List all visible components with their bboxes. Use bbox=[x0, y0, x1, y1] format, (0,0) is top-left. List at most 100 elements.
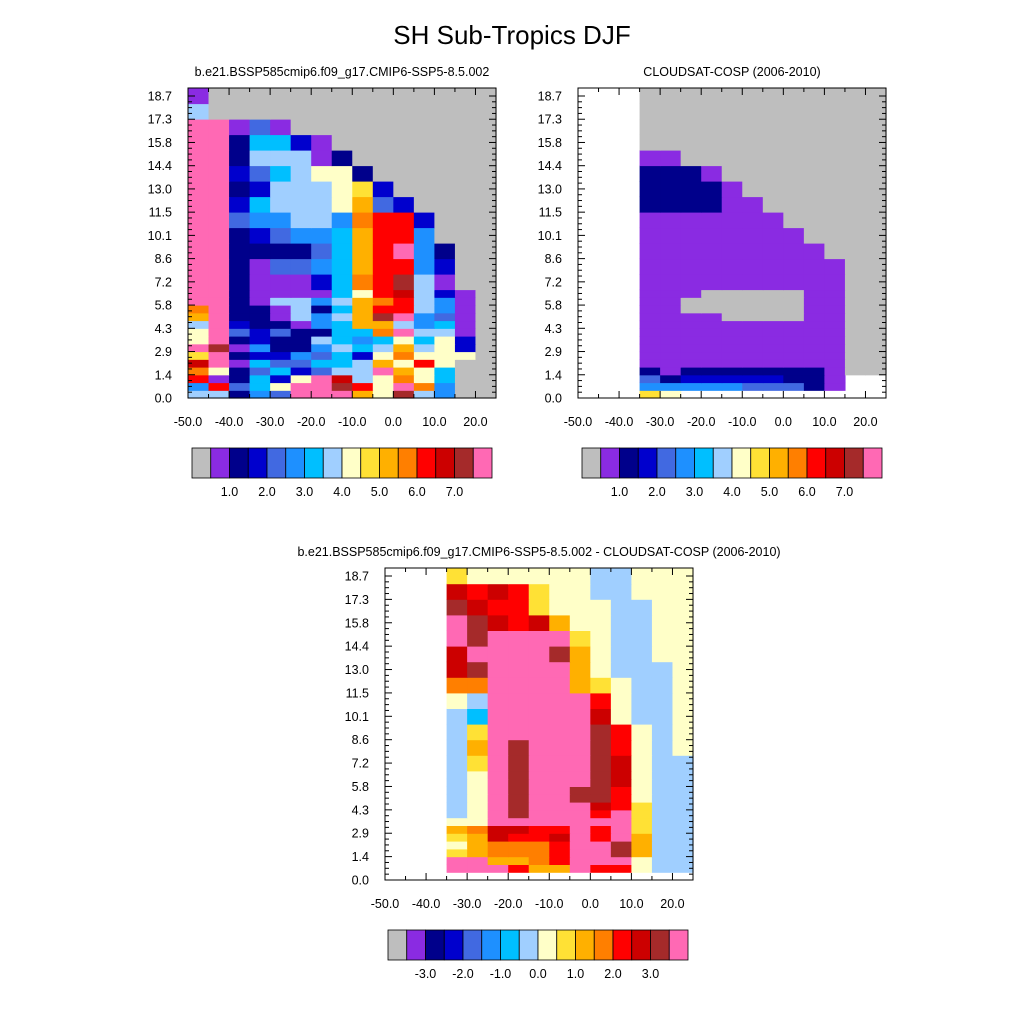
y-tick-label: 2.9 bbox=[545, 345, 562, 359]
colorbar-swatch bbox=[462, 929, 483, 961]
heatmap-cell bbox=[249, 374, 271, 384]
heatmap-cell bbox=[311, 196, 333, 213]
heatmap-cell bbox=[762, 320, 784, 329]
heatmap-cell bbox=[590, 770, 612, 780]
heatmap-cell bbox=[803, 305, 825, 314]
colorbar-swatch bbox=[285, 447, 305, 479]
heatmap-cell bbox=[508, 661, 530, 678]
heatmap-cell bbox=[249, 351, 271, 360]
heatmap-cell bbox=[590, 802, 612, 811]
heatmap-cell bbox=[672, 794, 694, 803]
heatmap-cell bbox=[528, 794, 550, 803]
heatmap-cell bbox=[467, 677, 489, 694]
y-tick-label: 0.0 bbox=[352, 874, 369, 888]
heatmap-cell bbox=[610, 794, 632, 803]
heatmap-cell bbox=[475, 150, 497, 167]
heatmap-cell bbox=[188, 196, 210, 213]
heatmap-cell bbox=[229, 165, 251, 182]
heatmap-cell bbox=[487, 661, 509, 678]
heatmap-cell bbox=[701, 305, 723, 314]
heatmap-cell bbox=[742, 181, 764, 198]
heatmap-cell bbox=[467, 599, 489, 616]
heatmap-cell bbox=[549, 825, 571, 834]
heatmap-cell bbox=[721, 119, 743, 136]
heatmap-cell bbox=[413, 88, 435, 105]
heatmap-cell bbox=[783, 359, 805, 368]
heatmap-cell bbox=[249, 134, 271, 151]
heatmap-cell bbox=[639, 274, 661, 291]
heatmap-cell bbox=[372, 119, 394, 136]
heatmap-cell bbox=[762, 328, 784, 337]
y-tick-label: 18.7 bbox=[148, 90, 172, 104]
heatmap-cell bbox=[844, 351, 867, 360]
heatmap-cell bbox=[631, 802, 653, 811]
heatmap-cell bbox=[393, 359, 415, 368]
heatmap-cell bbox=[639, 165, 661, 182]
y-tick-label: 4.3 bbox=[155, 322, 172, 336]
heatmap-cell bbox=[290, 165, 312, 182]
heatmap-cell bbox=[824, 305, 846, 314]
heatmap-cell bbox=[824, 351, 846, 360]
heatmap-cell bbox=[208, 336, 230, 345]
heatmap-cell bbox=[249, 88, 271, 105]
heatmap-cell bbox=[331, 134, 353, 151]
heatmap-cell bbox=[742, 351, 764, 360]
heatmap-cell bbox=[372, 243, 394, 260]
heatmap-cell bbox=[631, 809, 653, 819]
heatmap-cell bbox=[508, 739, 530, 756]
heatmap-cell bbox=[290, 196, 312, 213]
heatmap-cell bbox=[803, 258, 825, 275]
colorbar-label: 5.0 bbox=[761, 485, 778, 499]
heatmap-cell bbox=[475, 212, 497, 229]
y-tick-label: 10.1 bbox=[148, 229, 172, 243]
heatmap-cell bbox=[446, 692, 468, 709]
heatmap-cell bbox=[229, 374, 251, 384]
heatmap-cell bbox=[290, 351, 312, 360]
heatmap-cell bbox=[680, 196, 702, 213]
heatmap-cell bbox=[508, 778, 530, 787]
y-tick-label: 5.8 bbox=[155, 299, 172, 313]
heatmap-cell bbox=[413, 181, 435, 198]
colorbar-swatch bbox=[387, 929, 408, 961]
heatmap-cell bbox=[188, 351, 210, 360]
heatmap-cell bbox=[783, 374, 805, 384]
heatmap-cell bbox=[446, 802, 468, 811]
x-tick-label: -10.0 bbox=[338, 415, 367, 429]
heatmap-cell bbox=[208, 289, 230, 298]
heatmap-cell bbox=[549, 786, 571, 795]
heatmap-cell bbox=[352, 212, 374, 229]
heatmap-cell bbox=[701, 181, 723, 198]
heatmap-cell bbox=[508, 692, 530, 709]
heatmap-cell bbox=[249, 196, 271, 213]
heatmap-cell bbox=[803, 274, 825, 291]
heatmap-cell bbox=[290, 390, 312, 399]
heatmap-cell bbox=[569, 802, 591, 811]
heatmap-cell bbox=[249, 103, 271, 120]
heatmap-cell bbox=[865, 258, 887, 275]
heatmap-cell bbox=[610, 848, 632, 858]
heatmap-cell bbox=[742, 274, 764, 291]
heatmap-cell bbox=[487, 599, 509, 616]
heatmap-cell bbox=[372, 150, 394, 167]
colorbar-label: 1.0 bbox=[567, 967, 584, 981]
heatmap-cell bbox=[844, 196, 867, 213]
x-tick-label: -50.0 bbox=[174, 415, 203, 429]
heatmap-cell bbox=[249, 258, 271, 275]
heatmap-cell bbox=[188, 297, 210, 306]
heatmap-cell bbox=[393, 258, 415, 275]
heatmap-cell bbox=[270, 289, 292, 298]
colorbar-label: 1.0 bbox=[221, 485, 238, 499]
heatmap-cell bbox=[549, 677, 571, 694]
heatmap-cell bbox=[672, 841, 694, 850]
heatmap-cell bbox=[762, 119, 784, 136]
heatmap-cell bbox=[783, 258, 805, 275]
heatmap-cell bbox=[446, 630, 468, 647]
heatmap-cell bbox=[824, 374, 846, 384]
heatmap-cell bbox=[290, 374, 312, 384]
heatmap-cell bbox=[487, 786, 509, 795]
colorbar-swatch bbox=[341, 447, 362, 479]
plot-frame bbox=[577, 87, 887, 399]
heatmap-cell bbox=[803, 297, 825, 306]
heatmap-cell bbox=[651, 599, 674, 616]
heatmap-cell bbox=[680, 243, 702, 260]
